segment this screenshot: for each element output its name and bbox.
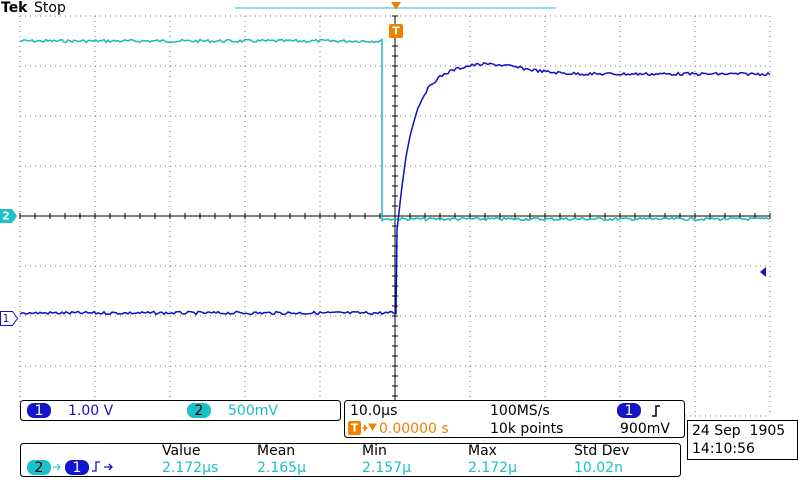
meas-header: Std Dev — [574, 443, 629, 459]
meas-header: Value — [162, 443, 200, 459]
ch1-badge — [27, 403, 51, 418]
meas-source-to: 1 — [73, 460, 82, 476]
trigger-top-marker — [391, 2, 401, 10]
graticule — [19, 15, 771, 417]
trigger-source-badge — [617, 403, 641, 418]
trigger-pos-arrow — [362, 423, 377, 432]
trigger-marker — [389, 24, 403, 38]
meas-value: 2.157µ — [362, 460, 411, 476]
meas-target-badge — [65, 460, 89, 475]
ch1-badge-label: 1 — [35, 403, 44, 419]
meas-value: 2.172µ — [468, 460, 517, 476]
date: 24 Sep 1905 — [692, 423, 785, 439]
meas-source-from: 2 — [35, 460, 44, 476]
ch2-marker — [0, 209, 17, 223]
clock-panel — [687, 420, 798, 460]
ch2-scale: 500mV — [228, 403, 278, 419]
trigger-level-marker — [760, 267, 766, 277]
ch2-badge-label: 2 — [195, 403, 204, 419]
meas-header: Max — [468, 443, 497, 459]
meas-arrow — [53, 463, 61, 471]
trigger-marker-label: T — [392, 25, 400, 38]
meas-value: 2.172µs — [162, 460, 218, 476]
ch2-marker-label: 2 — [2, 210, 10, 223]
meas-source-badge — [27, 460, 51, 475]
meas-header: Mean — [257, 443, 295, 459]
trigger-pos-icon-label: T — [351, 422, 359, 435]
trigger-level: 900mV — [620, 421, 670, 437]
meas-value: 2.165µ — [257, 460, 306, 476]
ch1-scale: 1.00 V — [68, 403, 114, 419]
brand: Tek — [1, 0, 28, 16]
measurement-table: Value Mean Min Max Std Dev 2.172µs 2.165µ 2.157… — [162, 443, 629, 476]
ch1-waveform — [19, 61, 771, 316]
edge-icon — [652, 405, 660, 417]
status: Stop — [34, 0, 66, 16]
meas-edge-icon — [92, 461, 113, 472]
ch2-badge — [187, 403, 211, 418]
trigger-source: 1 — [625, 403, 634, 419]
channel-panel — [20, 400, 341, 421]
trigger-pos-icon — [348, 421, 361, 435]
trigger-position: 0.00000 s — [379, 421, 449, 437]
ch2-waveform — [19, 38, 771, 222]
measurement-panel — [20, 443, 681, 477]
sample-rate: 100MS/s — [490, 403, 550, 419]
record-length: 10k points — [490, 421, 563, 437]
time-scale: 10.0µs — [350, 403, 397, 419]
ch1-marker — [0, 311, 19, 326]
ch1-marker-label: 1 — [3, 312, 10, 325]
timebase-panel — [344, 400, 685, 438]
meas-value: 10.02n — [574, 460, 623, 476]
time: 14:10:56 — [692, 441, 755, 457]
meas-header: Min — [362, 443, 387, 459]
